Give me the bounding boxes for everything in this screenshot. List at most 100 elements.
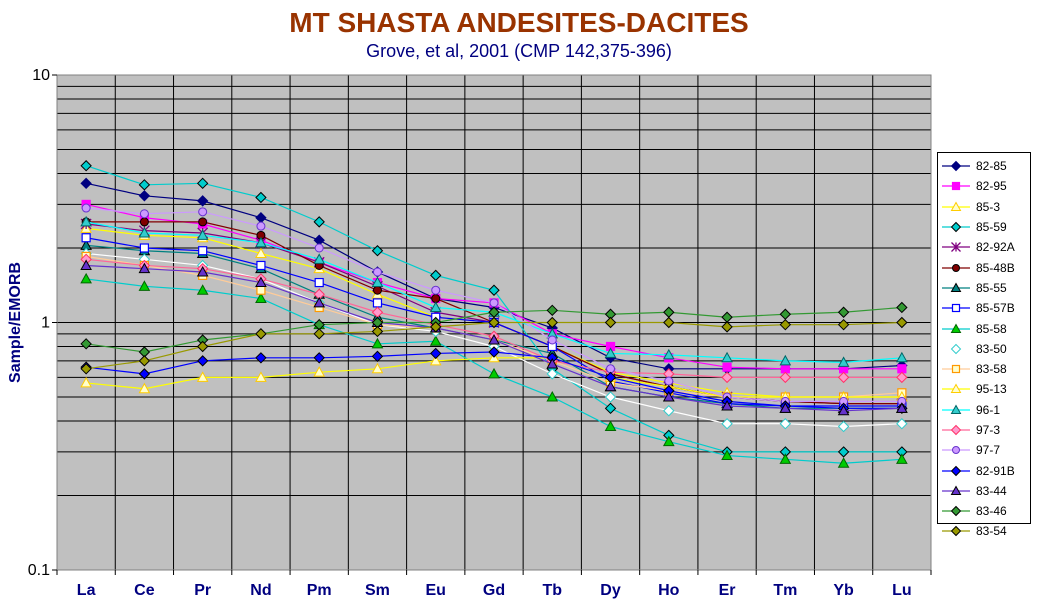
- legend: 82-85 82-95 85-3 85-59 82-92A 85-48B 85-55 85-5…: [937, 152, 1031, 538]
- legend-label: 83-50: [976, 341, 1007, 356]
- data-point: [837, 356, 850, 367]
- legend-swatch-marker: [951, 304, 961, 313]
- legend-label: 95-13: [976, 382, 1007, 397]
- legend-swatch-marker: [951, 242, 961, 253]
- data-point: [430, 321, 442, 333]
- data-point: [314, 243, 324, 253]
- x-tick-label: Tm: [773, 582, 797, 599]
- legend-item: 82-95: [938, 176, 1030, 196]
- data-point: [431, 285, 441, 295]
- data-point: [546, 368, 558, 380]
- data-point: [255, 292, 267, 304]
- data-point: [138, 190, 151, 202]
- legend-item: 83-50: [938, 339, 1030, 359]
- data-point: [371, 350, 384, 363]
- legend-swatch: [942, 465, 970, 476]
- legend-swatch-marker: [951, 182, 961, 191]
- legend-label: 97-7: [976, 443, 1001, 458]
- data-point: [371, 337, 384, 349]
- data-point: [80, 259, 92, 270]
- data-point: [313, 253, 326, 264]
- data-point: [779, 318, 792, 331]
- legend-label: 83-44: [976, 483, 1007, 498]
- x-tick-label: Tb: [542, 582, 562, 599]
- data-point: [138, 368, 151, 380]
- legend-item: 97-3: [938, 420, 1030, 440]
- data-point: [896, 316, 908, 329]
- data-point: [547, 335, 557, 345]
- data-point: [196, 371, 209, 382]
- data-point: [138, 355, 151, 367]
- legend-item: 85-58: [938, 318, 1030, 338]
- data-point: [488, 346, 500, 358]
- data-point: [429, 354, 442, 366]
- data-point: [139, 217, 149, 227]
- data-point: [604, 316, 617, 329]
- data-point: [138, 179, 151, 191]
- data-point: [80, 272, 92, 284]
- data-point: [721, 321, 733, 333]
- data-point: [138, 226, 151, 238]
- x-tick-label: Lu: [892, 582, 912, 599]
- legend-swatch: [942, 424, 970, 436]
- data-point: [837, 404, 850, 416]
- legend-label: 85-58: [976, 321, 1007, 336]
- y-tick-label: 10: [32, 67, 50, 84]
- data-point: [896, 418, 908, 430]
- data-point: [371, 362, 384, 374]
- data-point: [256, 260, 266, 271]
- data-point: [662, 390, 675, 402]
- legend-item: 83-58: [938, 359, 1030, 379]
- data-point: [255, 191, 267, 204]
- data-point: [837, 457, 850, 468]
- legend-item: 85-59: [938, 217, 1030, 237]
- data-point: [196, 229, 209, 240]
- data-point: [196, 265, 209, 277]
- data-point: [196, 355, 209, 367]
- data-point: [664, 376, 674, 386]
- data-point: [488, 367, 500, 379]
- data-point: [604, 347, 617, 358]
- legend-label: 97-3: [976, 423, 1001, 437]
- legend-label: 85-55: [976, 280, 1007, 295]
- data-point: [896, 371, 908, 384]
- x-tick-label: Er: [719, 582, 736, 599]
- data-point: [488, 284, 500, 296]
- data-point: [546, 316, 558, 329]
- series-layer: [80, 160, 908, 468]
- legend-swatch-marker: [951, 365, 961, 374]
- data-point: [488, 316, 500, 329]
- data-point: [430, 269, 442, 282]
- data-point: [80, 376, 92, 388]
- legend-swatch: [942, 446, 970, 455]
- data-point: [429, 301, 442, 312]
- data-point: [196, 177, 209, 190]
- legend-item: 96-1: [938, 400, 1030, 420]
- data-point: [546, 357, 559, 369]
- legend-swatch: [942, 263, 970, 272]
- data-point: [80, 215, 92, 227]
- data-point: [662, 435, 675, 447]
- legend-item: 82-92A: [938, 237, 1030, 257]
- data-point: [779, 453, 792, 464]
- data-point: [779, 354, 792, 366]
- data-point: [604, 380, 617, 392]
- data-point: [81, 233, 91, 243]
- legend-item: 85-55: [938, 278, 1030, 298]
- legend-swatch: [942, 242, 970, 253]
- legend-label: 96-1: [976, 402, 1001, 417]
- data-point: [80, 338, 92, 350]
- y-axis-label: Sample/EMORB: [7, 262, 24, 383]
- legend-item: 83-44: [938, 481, 1030, 501]
- data-point: [314, 277, 324, 288]
- legend-item: 82-85: [938, 156, 1030, 176]
- data-point: [255, 328, 267, 340]
- data-point: [371, 325, 384, 338]
- data-point: [371, 245, 384, 257]
- legend-swatch: [942, 505, 970, 517]
- data-point: [198, 217, 208, 227]
- legend-swatch-marker: [950, 485, 962, 495]
- data-point: [779, 418, 792, 430]
- legend-swatch: [942, 322, 970, 333]
- x-tick-label: Yb: [833, 582, 854, 599]
